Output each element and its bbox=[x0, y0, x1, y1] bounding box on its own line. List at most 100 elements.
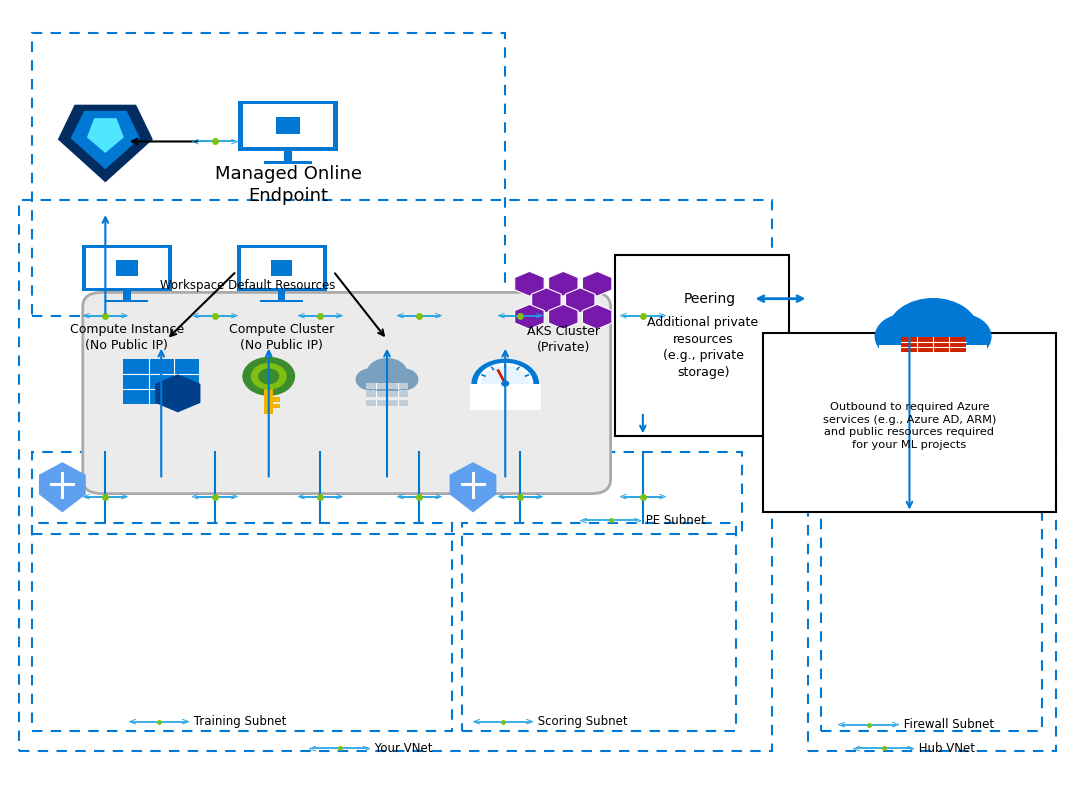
Text: <: < bbox=[309, 744, 317, 753]
FancyBboxPatch shape bbox=[260, 300, 303, 303]
Circle shape bbox=[482, 366, 529, 401]
Circle shape bbox=[875, 314, 936, 359]
FancyBboxPatch shape bbox=[273, 397, 281, 402]
FancyBboxPatch shape bbox=[284, 151, 292, 162]
FancyBboxPatch shape bbox=[236, 245, 327, 291]
FancyBboxPatch shape bbox=[879, 345, 987, 368]
FancyBboxPatch shape bbox=[763, 333, 1056, 512]
Text: >: > bbox=[658, 311, 666, 321]
Text: Training Subnet: Training Subnet bbox=[190, 715, 287, 728]
Text: Hub VNet: Hub VNet bbox=[915, 742, 975, 755]
Text: >: > bbox=[230, 137, 239, 146]
Polygon shape bbox=[71, 111, 140, 169]
FancyBboxPatch shape bbox=[243, 105, 333, 148]
Text: <: < bbox=[82, 492, 90, 501]
FancyBboxPatch shape bbox=[264, 161, 312, 163]
FancyBboxPatch shape bbox=[82, 245, 172, 291]
FancyBboxPatch shape bbox=[271, 260, 292, 276]
Circle shape bbox=[374, 376, 400, 395]
Text: >: > bbox=[230, 492, 239, 501]
FancyBboxPatch shape bbox=[86, 248, 168, 288]
Text: Workspace Default Resources: Workspace Default Resources bbox=[159, 279, 335, 292]
Text: Peering: Peering bbox=[684, 292, 735, 306]
Text: <: < bbox=[82, 311, 90, 321]
FancyBboxPatch shape bbox=[116, 260, 138, 276]
Circle shape bbox=[502, 381, 508, 386]
FancyBboxPatch shape bbox=[241, 248, 322, 288]
Text: <: < bbox=[497, 492, 505, 501]
FancyBboxPatch shape bbox=[615, 255, 789, 436]
Polygon shape bbox=[532, 288, 561, 313]
Text: >: > bbox=[230, 311, 239, 321]
FancyBboxPatch shape bbox=[278, 291, 285, 301]
Text: <: < bbox=[472, 717, 481, 726]
Text: >: > bbox=[535, 311, 544, 321]
Text: Your VNet: Your VNet bbox=[371, 742, 432, 755]
Circle shape bbox=[472, 359, 539, 408]
Circle shape bbox=[888, 299, 978, 365]
Text: <: < bbox=[619, 311, 628, 321]
Circle shape bbox=[389, 369, 418, 390]
FancyBboxPatch shape bbox=[276, 117, 300, 134]
FancyBboxPatch shape bbox=[124, 358, 199, 404]
Polygon shape bbox=[548, 304, 578, 329]
Text: <: < bbox=[852, 744, 861, 753]
Text: >: > bbox=[658, 492, 666, 501]
Text: >: > bbox=[182, 717, 190, 726]
Text: <: < bbox=[191, 137, 200, 146]
Text: >: > bbox=[434, 311, 443, 321]
Polygon shape bbox=[515, 271, 544, 296]
Text: Additional private
resources
(e.g., private
storage): Additional private resources (e.g., priv… bbox=[647, 316, 759, 379]
Polygon shape bbox=[58, 105, 153, 182]
Text: >: > bbox=[335, 311, 344, 321]
Text: >: > bbox=[906, 744, 915, 753]
Text: <: < bbox=[497, 311, 505, 321]
Text: <: < bbox=[128, 717, 137, 726]
FancyBboxPatch shape bbox=[239, 101, 338, 151]
FancyBboxPatch shape bbox=[83, 292, 611, 494]
Text: <: < bbox=[396, 311, 404, 321]
Text: AKS Cluster
(Private): AKS Cluster (Private) bbox=[527, 325, 600, 354]
Text: <: < bbox=[396, 492, 404, 501]
Polygon shape bbox=[449, 462, 497, 512]
Polygon shape bbox=[583, 271, 612, 296]
Text: Managed Online
Endpoint: Managed Online Endpoint bbox=[215, 164, 361, 205]
Circle shape bbox=[356, 369, 385, 390]
Polygon shape bbox=[565, 288, 594, 313]
Polygon shape bbox=[155, 374, 200, 413]
Circle shape bbox=[368, 358, 406, 387]
Text: >: > bbox=[434, 492, 443, 501]
Text: <: < bbox=[619, 492, 628, 501]
FancyBboxPatch shape bbox=[470, 384, 541, 410]
Polygon shape bbox=[583, 304, 612, 329]
Text: Scoring Subnet: Scoring Subnet bbox=[534, 715, 628, 728]
Text: >: > bbox=[362, 744, 371, 753]
FancyBboxPatch shape bbox=[124, 291, 130, 301]
FancyBboxPatch shape bbox=[273, 404, 281, 408]
Text: >: > bbox=[335, 492, 344, 501]
Text: PE Subnet: PE Subnet bbox=[642, 514, 705, 527]
Text: Outbound to required Azure
services (e.g., Azure AD, ARM)
and public resources r: Outbound to required Azure services (e.g… bbox=[822, 402, 997, 450]
Text: <: < bbox=[837, 720, 846, 729]
FancyBboxPatch shape bbox=[105, 300, 148, 303]
Text: Compute Instance
(No Public IP): Compute Instance (No Public IP) bbox=[70, 324, 184, 352]
Text: >: > bbox=[891, 720, 900, 729]
Text: >: > bbox=[526, 717, 534, 726]
FancyBboxPatch shape bbox=[264, 389, 273, 414]
FancyBboxPatch shape bbox=[366, 391, 408, 398]
Text: >: > bbox=[120, 311, 129, 321]
Text: >: > bbox=[633, 516, 642, 525]
Circle shape bbox=[930, 314, 991, 359]
Circle shape bbox=[243, 358, 295, 395]
Text: Firewall Subnet: Firewall Subnet bbox=[900, 718, 994, 731]
Text: >: > bbox=[120, 492, 129, 501]
Circle shape bbox=[259, 369, 278, 384]
Polygon shape bbox=[548, 271, 578, 296]
Text: <: < bbox=[191, 492, 200, 501]
Text: Compute Cluster
(No Public IP): Compute Cluster (No Public IP) bbox=[229, 324, 334, 352]
FancyBboxPatch shape bbox=[366, 383, 408, 389]
Circle shape bbox=[477, 363, 533, 404]
Polygon shape bbox=[39, 462, 86, 512]
Text: <: < bbox=[297, 492, 305, 501]
Polygon shape bbox=[87, 118, 124, 153]
